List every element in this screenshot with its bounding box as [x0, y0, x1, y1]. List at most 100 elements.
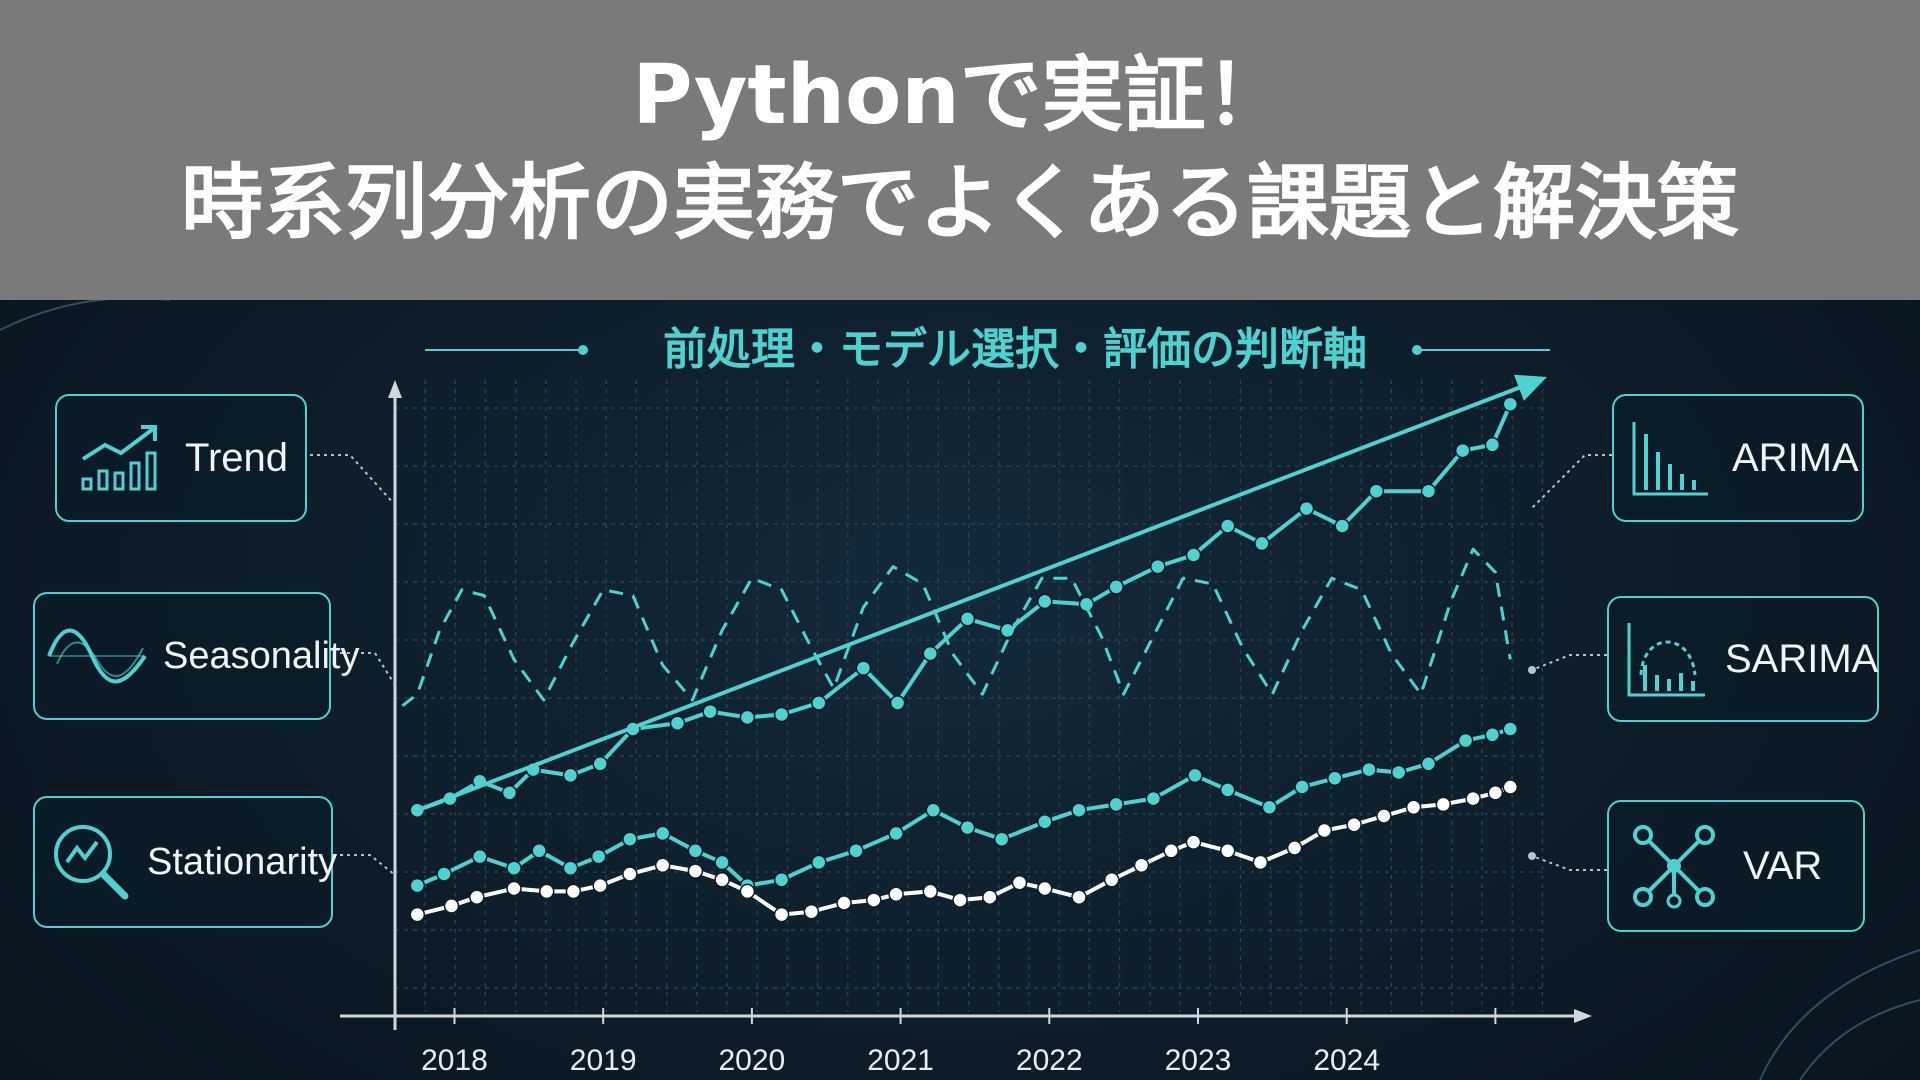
y-axis-arrow [388, 380, 402, 398]
data-point [1286, 840, 1303, 856]
seasonality-box: Seasonality [33, 592, 359, 720]
x-tick-label: 2024 [1313, 1044, 1380, 1077]
data-point [1435, 796, 1452, 813]
data-point [1037, 814, 1053, 830]
data-point [443, 898, 460, 914]
data-point [501, 785, 518, 801]
data-point [622, 831, 638, 847]
data-point [1011, 874, 1028, 891]
data-point [803, 903, 820, 920]
connector-var [1531, 855, 1607, 871]
sarima-label: SARIMA [1725, 636, 1879, 681]
trend-line [416, 382, 1529, 813]
data-point [1145, 790, 1162, 807]
data-point [469, 889, 485, 905]
data-point [592, 756, 608, 772]
stationarity-box: Stationarity [33, 796, 337, 928]
connector-sarima [1531, 654, 1607, 671]
data-point [811, 695, 827, 711]
data-point [773, 906, 790, 923]
data-point [1037, 880, 1053, 897]
data-point [888, 825, 904, 842]
network-nodes-icon [1633, 825, 1715, 909]
data-point [773, 706, 790, 723]
data-point [1327, 770, 1343, 787]
data-point [1163, 843, 1179, 859]
corner-arc-decoration [1759, 949, 1920, 1080]
stationarity-label: Stationarity [147, 840, 338, 883]
data-point [1108, 579, 1124, 595]
data-point [409, 877, 426, 894]
data-point [592, 877, 608, 894]
data-point [773, 872, 790, 888]
data-point [952, 892, 968, 908]
title-ornament-dot [1412, 345, 1422, 355]
var-label: VAR [1743, 843, 1823, 888]
data-point [1187, 767, 1203, 784]
title-ornament-dot [578, 345, 588, 355]
data-point [993, 831, 1010, 847]
data-point [999, 622, 1016, 639]
data-point [714, 854, 730, 871]
seasonality-label: Seasonality [163, 634, 360, 677]
data-point [669, 715, 686, 731]
data-point [1185, 834, 1202, 850]
data-point [1465, 790, 1481, 807]
data-point [1334, 518, 1350, 534]
data-point [1219, 518, 1236, 534]
magnifier-chart-icon [54, 825, 129, 900]
chart-title: 前処理・モデル選択・評価の判断軸 [663, 324, 1367, 375]
data-point [531, 843, 547, 859]
var-box: VAR [1607, 800, 1865, 932]
data-point [925, 802, 942, 818]
data-point [1185, 547, 1202, 563]
data-point [959, 611, 976, 627]
data-point [1502, 779, 1519, 795]
data-point [1294, 779, 1310, 795]
data-point [1103, 872, 1120, 888]
data-point [654, 825, 671, 842]
data-point [590, 848, 607, 865]
data-point [1133, 857, 1150, 874]
corner-arc-decoration [0, 300, 170, 331]
data-point [409, 802, 426, 818]
x-tick-label: 2020 [719, 1044, 786, 1077]
data-point [409, 906, 426, 923]
data-point [472, 848, 488, 865]
data-point [1454, 442, 1471, 459]
data-point [1376, 808, 1392, 824]
data-point [1219, 782, 1236, 798]
data-point [1405, 799, 1422, 816]
data-point [1219, 843, 1236, 859]
data-point [855, 660, 872, 676]
data-point [702, 703, 718, 720]
data-point [562, 860, 579, 876]
series-line-seasonal [401, 547, 1512, 707]
data-point [1420, 756, 1437, 772]
connector-seasonality [333, 652, 396, 686]
data-point [506, 880, 522, 897]
data-point [811, 854, 827, 871]
data-point [1457, 732, 1474, 749]
x-tick-label: 2022 [1016, 1044, 1083, 1077]
data-point [982, 889, 998, 905]
x-tick-label: 2023 [1165, 1044, 1232, 1077]
connector-dot [1528, 852, 1536, 860]
data-point [1037, 593, 1053, 610]
data-point [836, 895, 852, 911]
x-tick-label: 2019 [570, 1044, 637, 1077]
data-point [1361, 761, 1377, 778]
data-point [538, 883, 555, 900]
arima-box: ARIMA [1612, 394, 1864, 522]
chart-grid [395, 380, 1545, 1012]
bar-chart-icon [1632, 422, 1708, 496]
x-tick-label: 2021 [867, 1044, 934, 1077]
data-point [959, 819, 976, 836]
trend-box: Trend [55, 394, 307, 522]
data-point [1346, 816, 1362, 833]
label-connectors [310, 454, 1612, 876]
data-point [1298, 500, 1315, 517]
connector-dot [1528, 666, 1536, 674]
series-line-3 [416, 727, 1511, 888]
